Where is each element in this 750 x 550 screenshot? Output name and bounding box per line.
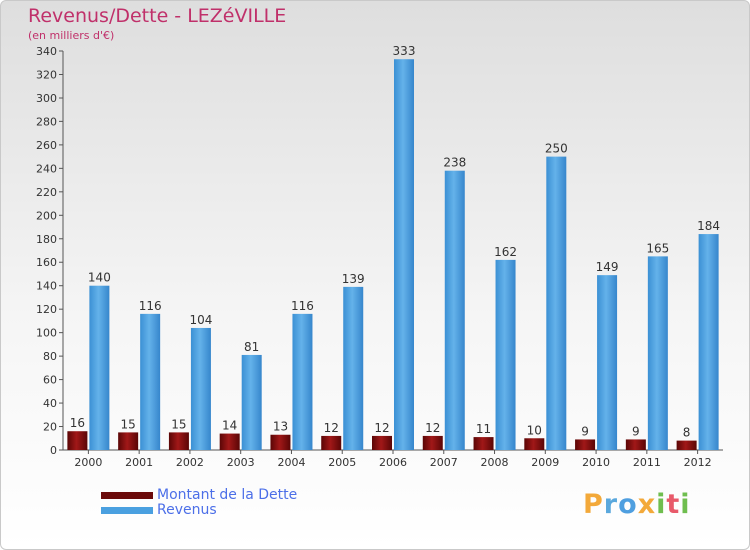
bar-dette [473, 437, 494, 450]
data-label-revenus: 184 [697, 219, 720, 233]
bar-dette [219, 433, 240, 450]
bar-revenus [190, 327, 211, 450]
data-label-revenus: 149 [596, 260, 619, 274]
bar-dette [625, 439, 646, 450]
data-label-revenus: 139 [342, 272, 365, 286]
y-tick-label: 100 [36, 327, 57, 340]
bar-dette [676, 440, 697, 450]
y-tick-label: 240 [36, 162, 57, 175]
x-tick-label: 2011 [633, 456, 661, 469]
bar-revenus [597, 275, 618, 450]
x-tick-label: 2001 [125, 456, 153, 469]
x-tick-label: 2005 [328, 456, 356, 469]
y-tick-label: 80 [43, 350, 57, 363]
legend-swatch-revenus [101, 506, 153, 514]
data-label-dette: 10 [527, 423, 542, 437]
bar-revenus [241, 354, 262, 450]
bar-revenus [394, 59, 414, 450]
bar-dette [422, 435, 443, 450]
data-label-dette: 16 [70, 416, 85, 430]
data-label-dette: 15 [121, 417, 136, 431]
y-tick-label: 40 [43, 397, 57, 410]
x-tick-label: 2012 [684, 456, 712, 469]
x-tick-label: 2007 [430, 456, 458, 469]
data-label-revenus: 165 [646, 241, 669, 255]
legend-item-revenus: Revenus [101, 502, 217, 518]
data-label-revenus: 81 [244, 340, 259, 354]
data-label-dette: 13 [273, 420, 288, 434]
data-label-revenus: 116 [139, 299, 162, 313]
y-tick-label: 220 [36, 186, 57, 199]
legend-label-revenus: Revenus [157, 502, 217, 518]
y-tick-label: 0 [50, 444, 57, 457]
bar-dette [270, 434, 291, 450]
y-tick-label: 340 [36, 45, 57, 58]
y-tick-label: 320 [36, 68, 57, 81]
x-tick-label: 2000 [74, 456, 102, 469]
bar-revenus [647, 256, 668, 450]
data-label-revenus: 140 [88, 271, 111, 285]
x-tick-label: 2002 [176, 456, 204, 469]
bar-dette [321, 435, 342, 450]
chart-title: Revenus/Dette - LEZéVILLE [28, 5, 287, 27]
data-label-revenus: 116 [291, 299, 314, 313]
y-tick-label: 260 [36, 139, 57, 152]
y-tick-label: 120 [36, 303, 57, 316]
bar-dette [524, 438, 545, 450]
bar-revenus [89, 285, 110, 450]
data-label-dette: 15 [171, 417, 186, 431]
bar-revenus [140, 313, 161, 450]
y-tick-label: 140 [36, 280, 57, 293]
bar-revenus [444, 170, 465, 450]
x-tick-label: 2003 [227, 456, 255, 469]
data-label-revenus: 104 [189, 313, 212, 327]
data-label-revenus: 162 [494, 245, 517, 259]
proxiti-logo: Proxiti [583, 489, 691, 520]
data-label-revenus: 250 [545, 142, 568, 156]
data-label-dette: 12 [324, 421, 339, 435]
data-label-revenus: 238 [443, 156, 466, 170]
legend-label-dette: Montant de la Dette [157, 487, 298, 503]
legend-swatch-dette [101, 491, 153, 499]
x-tick-label: 2004 [277, 456, 305, 469]
bar-revenus [698, 234, 719, 450]
x-tick-label: 2010 [582, 456, 610, 469]
legend-item-dette: Montant de la Dette [101, 487, 297, 503]
bar-revenus [343, 286, 364, 450]
data-label-dette: 11 [476, 422, 491, 436]
bar-dette [372, 435, 392, 450]
y-tick-label: 60 [43, 374, 57, 387]
bar-revenus [546, 156, 567, 450]
bar-dette [168, 432, 189, 450]
bar-revenus [292, 313, 313, 450]
bar-dette [67, 431, 88, 450]
data-label-dette: 12 [425, 421, 440, 435]
y-tick-label: 200 [36, 209, 57, 222]
x-tick-label: 2008 [481, 456, 509, 469]
bar-revenus [495, 259, 516, 450]
bar-dette [575, 439, 596, 450]
bar-dette [118, 432, 139, 450]
x-tick-label: 2006 [379, 456, 407, 469]
y-tick-label: 280 [36, 115, 57, 128]
data-label-dette: 9 [632, 424, 640, 438]
y-tick-label: 160 [36, 256, 57, 269]
data-label-dette: 9 [581, 424, 589, 438]
data-label-revenus: 333 [393, 44, 416, 58]
data-label-dette: 8 [683, 426, 691, 440]
data-label-dette: 14 [222, 419, 237, 433]
y-tick-label: 180 [36, 233, 57, 246]
y-tick-label: 300 [36, 92, 57, 105]
chart-subtitle: (en milliers d'€) [28, 29, 115, 42]
x-tick-label: 2009 [531, 456, 559, 469]
data-label-dette: 12 [374, 421, 389, 435]
y-tick-label: 20 [43, 421, 57, 434]
